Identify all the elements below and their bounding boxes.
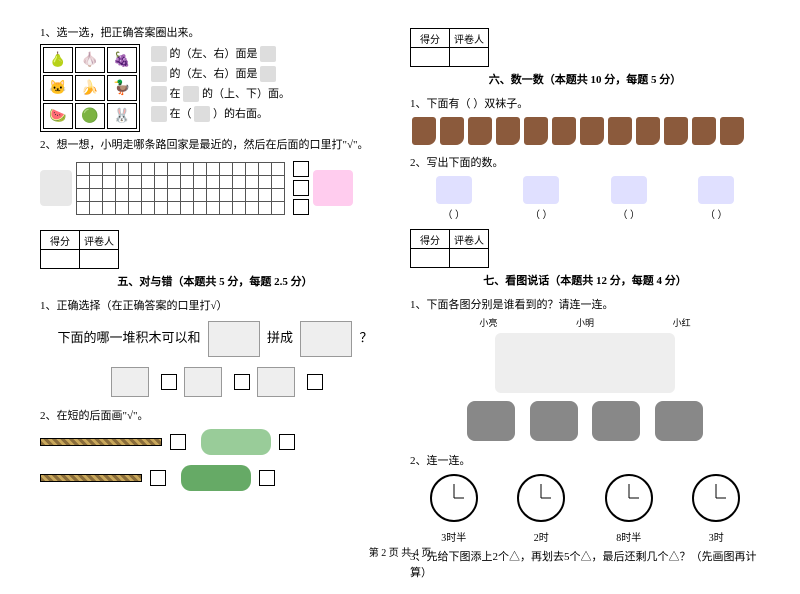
cube-result [300, 321, 352, 357]
q2-text: 想一想，小明走哪条路回家是最近的，然后在后面的口里打"√"。 [57, 139, 369, 151]
count-item-2: （ ） [523, 176, 559, 221]
count-items: （ ） （ ） （ ） （ ） [410, 176, 760, 221]
cube-target [208, 321, 260, 357]
sock-icon [664, 117, 688, 145]
grader-header: 评卷人 [80, 231, 119, 250]
family-icon [698, 176, 734, 204]
boy-avatar [40, 170, 72, 206]
count-item-1: （ ） [436, 176, 472, 221]
candles-icon [611, 176, 647, 204]
snake-icon [201, 429, 271, 455]
sock-icon [468, 117, 492, 145]
sock-icon [692, 117, 716, 145]
section-7-title: 七、看图说话（本题共 12 分，每题 4 分） [410, 272, 760, 288]
dino-view-2 [530, 401, 578, 441]
opt-box-2[interactable] [234, 374, 250, 390]
q2: 2、想一想，小明走哪条路回家是最近的，然后在后面的口里打"√"。 [40, 136, 390, 152]
cube-options [40, 367, 390, 397]
dino-view-4 [655, 401, 703, 441]
section-6-title: 六、数一数（本题共 10 分，每题 5 分） [410, 71, 760, 87]
score-box-7: 得分评卷人 [410, 229, 489, 268]
q6-2: 2、写出下面的数。 [410, 154, 760, 170]
cup-icon [151, 46, 167, 62]
q5-1: 1、正确选择（在正确答案的口里打√） [40, 297, 390, 313]
sock-icon [412, 117, 436, 145]
opt-box-3[interactable] [307, 374, 323, 390]
bar-short [40, 474, 142, 482]
q7-2: 2、连一连。 [410, 452, 760, 468]
cat-icon [151, 66, 167, 82]
q6-1: 1、下面有（ ）双袜子。 [410, 95, 760, 111]
page-footer: 第 2 页 共 4 页 [0, 544, 800, 559]
maze-grid [76, 162, 285, 215]
q1-content: 🍐🧄🍇 🐱🍌🦆 🍉🟢🐰 的（左、右）面是 的（左、右）面是 在 的（上、下）面。… [40, 44, 390, 132]
clock-2 [517, 474, 565, 522]
position-grid: 🍐🧄🍇 🐱🍌🦆 🍉🟢🐰 [40, 44, 140, 132]
opt-box-1[interactable] [161, 374, 177, 390]
q5-2: 2、在短的后面画"√"。 [40, 407, 390, 423]
q2-number: 2、 [40, 139, 57, 151]
clock-1 [430, 474, 478, 522]
position-statements: 的（左、右）面是 的（左、右）面是 在 的（上、下）面。 在（ ）的右面。 [151, 44, 290, 124]
clock-4 [692, 474, 740, 522]
q7-1: 1、下面各图分别是谁看到的？请连一连。 [410, 296, 760, 312]
answer-boxes [293, 158, 309, 218]
grapes-icon [523, 176, 559, 204]
q1-text: 选一选，把正确答案圈出来。 [57, 27, 200, 39]
house-icon [313, 170, 353, 206]
sock-icon [524, 117, 548, 145]
melon-icon [183, 86, 199, 102]
right-column: 得分评卷人 六、数一数（本题共 10 分，每题 5 分） 1、下面有（ ）双袜子… [400, 20, 770, 584]
sock-icon [580, 117, 604, 145]
dino-view-1 [467, 401, 515, 441]
q1-number: 1、 [40, 27, 57, 39]
bars-figure [40, 429, 390, 491]
animal-box-1[interactable] [279, 434, 295, 450]
pineapple-icon [151, 106, 167, 122]
count-item-4: （ ） [698, 176, 734, 221]
q1: 1、选一选，把正确答案圈出来。 [40, 24, 390, 40]
section-5-title: 五、对与错（本题共 5 分，每题 2.5 分） [40, 273, 390, 289]
maze-figure [40, 158, 390, 218]
bar-box-2[interactable] [150, 470, 166, 486]
cube-opt-1 [111, 367, 149, 397]
cube-question: 下面的哪一堆积木可以和 拼成 ？ [40, 321, 390, 357]
bar-long [40, 438, 162, 446]
clocks-row: 3时半 2时 8时半 3时 [410, 472, 760, 544]
count-item-3: （ ） [611, 176, 647, 221]
sock-icon [720, 117, 744, 145]
bar-box-1[interactable] [170, 434, 186, 450]
crocodile-icon [181, 465, 251, 491]
cube-opt-3 [257, 367, 295, 397]
cube-opt-2 [184, 367, 222, 397]
sock-icon [496, 117, 520, 145]
left-column: 1、选一选，把正确答案圈出来。 🍐🧄🍇 🐱🍌🦆 🍉🟢🐰 的（左、右）面是 的（左… [30, 20, 400, 584]
sock-icon [608, 117, 632, 145]
socks-row [410, 115, 760, 150]
sock-icon [552, 117, 576, 145]
kids-figure: 小亮小明小红 [410, 316, 760, 393]
leaf-icon [151, 86, 167, 102]
blank-icon [194, 106, 210, 122]
clock-3 [605, 474, 653, 522]
score-header: 得分 [41, 231, 80, 250]
dino-row [410, 397, 760, 448]
sock-icon [440, 117, 464, 145]
animal-box-2[interactable] [259, 470, 275, 486]
sock-icon [636, 117, 660, 145]
score-box-6: 得分评卷人 [410, 28, 489, 67]
score-box-5: 得分评卷人 [40, 230, 119, 269]
kids-scene-icon [495, 333, 675, 393]
item-icon [260, 66, 276, 82]
dino-view-3 [592, 401, 640, 441]
eggs-icon [436, 176, 472, 204]
teapot-icon [260, 46, 276, 62]
